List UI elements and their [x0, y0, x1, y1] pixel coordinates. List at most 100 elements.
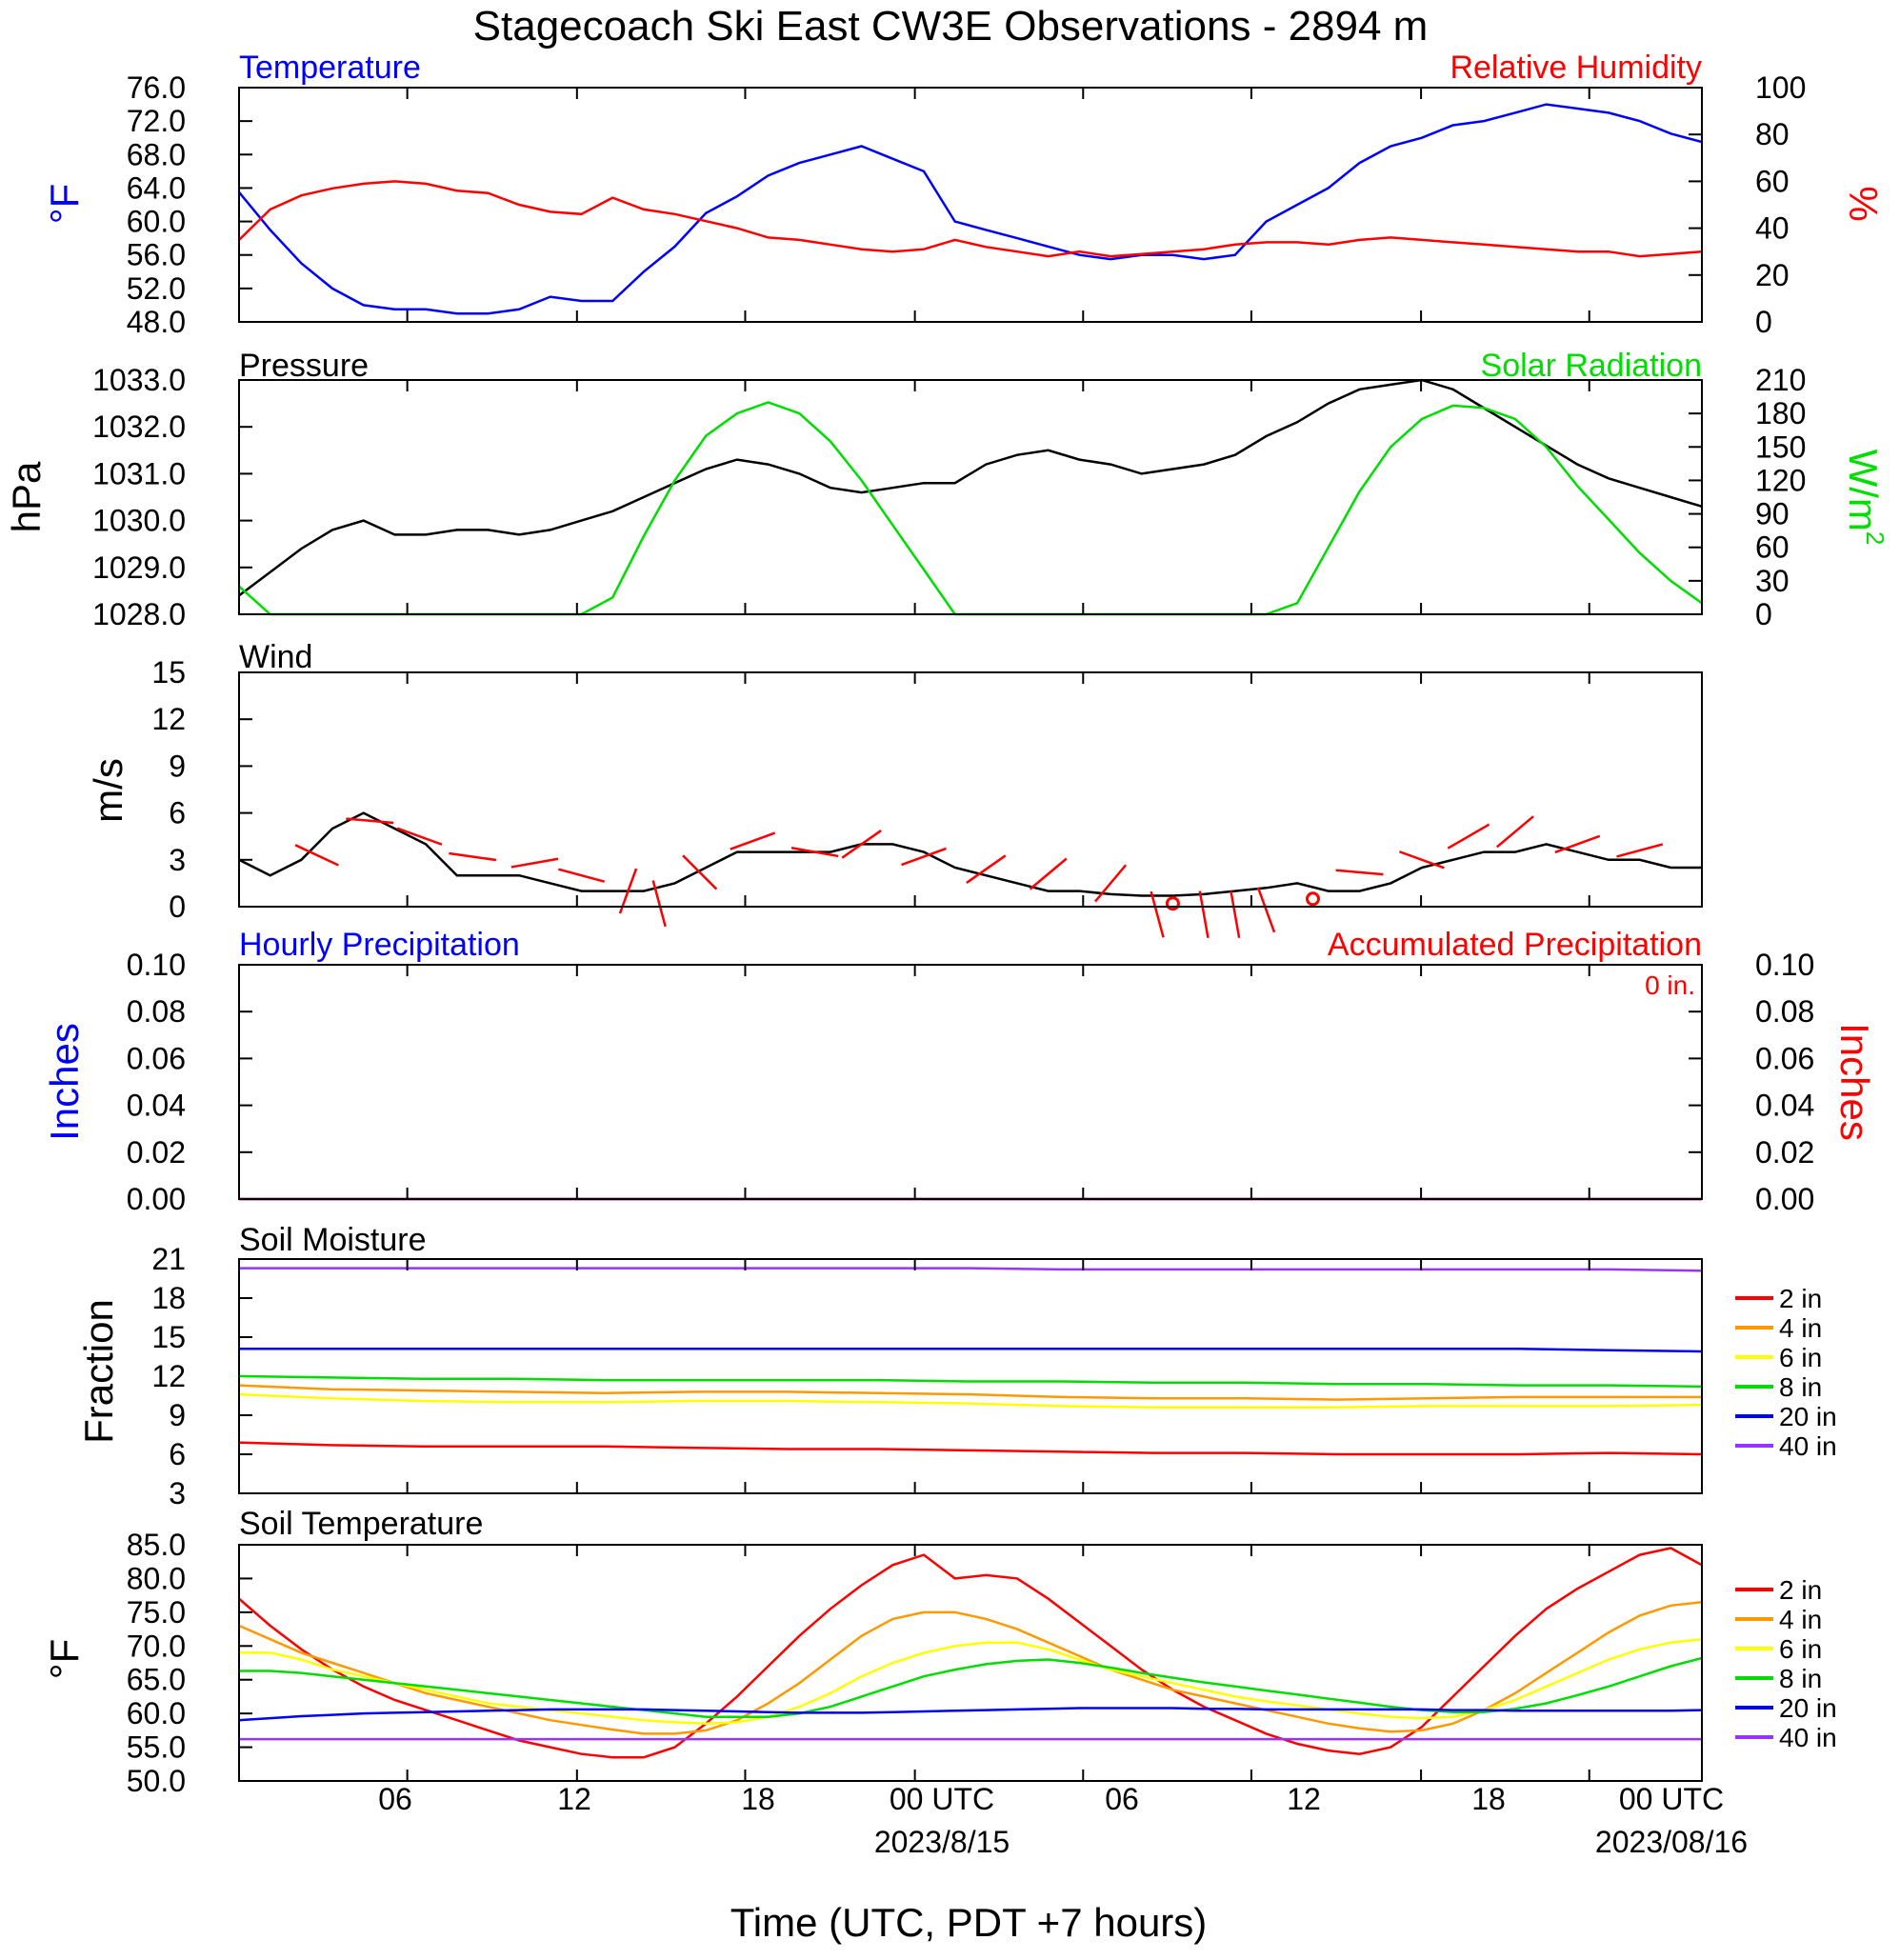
- wind-barb: [1335, 869, 1384, 876]
- accum-precip-y-ticks: 0.10 0.08 0.06 0.04 0.02 0.00: [1689, 948, 1814, 1216]
- solar-unit: W/m2: [1841, 450, 1890, 546]
- y-tick-label: 0: [1755, 597, 1772, 631]
- x-tick-label: 06: [1105, 1782, 1139, 1816]
- y-tick-label: 15: [151, 1320, 186, 1354]
- humidity-y-ticks: 100 80 60 40 20 0: [1689, 70, 1806, 339]
- wind-panel: Wind m/s 15 12 9 6 3 0: [86, 639, 1702, 939]
- legend-label: 2 in: [1779, 1575, 1822, 1605]
- panel-frames: [238, 87, 1703, 1782]
- wind-barb: [1616, 843, 1664, 858]
- y-tick-label: 20: [1755, 258, 1790, 292]
- x-tick-label: 00 UTC: [1619, 1782, 1724, 1816]
- series-pressure-line: [238, 378, 1703, 597]
- pressure-frame: [238, 379, 1703, 615]
- precip-frame: [238, 964, 1703, 1200]
- y-tick-label: 50.0: [127, 1764, 186, 1798]
- y-tick-label: 30: [1755, 564, 1790, 598]
- legend-label: 40 in: [1779, 1723, 1837, 1752]
- x-date-label: 2023/08/16: [1595, 1825, 1748, 1859]
- legend-label: 20 in: [1779, 1693, 1837, 1723]
- hourly-precip-title: Hourly Precipitation: [239, 927, 520, 963]
- series-relative-humidity-line: [238, 180, 1703, 258]
- y-tick-label: 0: [1755, 305, 1772, 339]
- y-tick-label: 1028.0: [92, 597, 186, 631]
- y-tick-label: 48.0: [127, 305, 186, 339]
- series-6-in-line: [239, 1637, 1703, 1726]
- x-date-label: 2023/8/15: [874, 1825, 1010, 1859]
- x-tick-label: 18: [741, 1782, 775, 1816]
- wind-barb: [966, 854, 1007, 885]
- series-temperature-line: [238, 103, 1703, 315]
- y-tick-label: 180: [1755, 396, 1806, 430]
- wind-barb: [510, 857, 559, 869]
- y-tick-label: 0.04: [1755, 1089, 1814, 1123]
- y-tick-label: 60: [1755, 164, 1790, 198]
- x-axis-tick-labels: 06 12 18 00 UTC 06 12 18 00 UTC 2023/8/15 2023/08…: [378, 1782, 1748, 1859]
- y-tick-label: 76.0: [127, 70, 186, 105]
- precip-y-ticks: 0.10 0.08 0.06 0.04 0.02 0.00: [127, 948, 252, 1216]
- legend-label: 2 in: [1779, 1284, 1822, 1313]
- y-tick-label: 52.0: [127, 271, 186, 306]
- y-tick-label: 64.0: [127, 170, 186, 205]
- y-tick-label: 120: [1755, 463, 1806, 497]
- wind-title: Wind: [239, 639, 312, 675]
- y-tick-label: 100: [1755, 70, 1806, 105]
- y-tick-label: 75.0: [127, 1595, 186, 1630]
- y-tick-label: 150: [1755, 430, 1806, 464]
- wind-barb: [294, 844, 339, 867]
- wind-barb: [1150, 890, 1165, 938]
- y-tick-label: 0.02: [127, 1135, 186, 1170]
- wind-barb: [396, 827, 443, 846]
- solar-title: Solar Radiation: [1481, 348, 1702, 384]
- legend-label: 4 in: [1779, 1605, 1822, 1634]
- x-tick-label: 00 UTC: [890, 1782, 994, 1816]
- y-tick-label: 21: [151, 1242, 186, 1276]
- soil-moisture-unit: Fraction: [76, 1299, 121, 1444]
- y-tick-label: 1033.0: [92, 363, 186, 397]
- y-tick-label: 1030.0: [92, 504, 186, 538]
- y-tick-label: 0.06: [127, 1041, 186, 1075]
- x-axis-label: Time (UTC, PDT +7 hours): [730, 1900, 1208, 1945]
- wind-barb: [1495, 815, 1534, 849]
- accum-precip-total: 0 in.: [1645, 970, 1695, 1000]
- soil-moisture-y-ticks: 21 18 15 12 9 6 3: [151, 1242, 252, 1510]
- y-tick-label: 72.0: [127, 104, 186, 138]
- wind-barb: [1230, 890, 1241, 939]
- series-6-in-line: [238, 1392, 1703, 1410]
- wind-barb: [651, 880, 667, 928]
- y-tick-label: 56.0: [127, 238, 186, 272]
- legend-label: 6 in: [1779, 1343, 1822, 1372]
- series-40-in-line: [239, 1267, 1703, 1272]
- soil-temperature-title: Soil Temperature: [239, 1506, 483, 1542]
- wind-barb: [682, 854, 718, 890]
- y-tick-label: 6: [169, 1437, 186, 1471]
- y-tick-label: 0.08: [1755, 994, 1814, 1029]
- y-tick-label: 0.10: [127, 948, 186, 982]
- series-2-in-line: [238, 1547, 1703, 1759]
- soil_temperature-frame: [238, 1544, 1703, 1782]
- temperature-series-group: [238, 103, 1703, 315]
- y-tick-label: 90: [1755, 497, 1790, 531]
- humidity-unit: %: [1841, 186, 1886, 221]
- precip-panel: Hourly Precipitation Accumulated Precipi…: [42, 927, 1877, 1216]
- temperature-y-ticks: 76.072.068.064.060.056.052.048.0: [127, 70, 252, 339]
- y-tick-label: 0.00: [1755, 1182, 1814, 1216]
- soil_moisture-frame: [238, 1258, 1703, 1494]
- pressure-series-group: [238, 378, 1703, 616]
- series-8-in-line: [239, 1656, 1703, 1718]
- y-tick-label: 0: [169, 890, 186, 924]
- y-tick-label: 9: [169, 749, 186, 783]
- y-tick-label: 0.00: [127, 1182, 186, 1216]
- wind-series-group: [238, 811, 1702, 939]
- wind-unit: m/s: [86, 758, 130, 823]
- pressure-panel: Pressure Solar Radiation hPa W/m2 1033.0…: [4, 348, 1890, 631]
- y-tick-label: 0.02: [1755, 1135, 1814, 1170]
- y-tick-label: 0.08: [127, 994, 186, 1029]
- wind-barb: [1094, 864, 1128, 903]
- y-tick-label: 6: [169, 796, 186, 830]
- figure-title: Stagecoach Ski East CW3E Observations - …: [473, 3, 1429, 50]
- y-tick-label: 3: [169, 1476, 186, 1510]
